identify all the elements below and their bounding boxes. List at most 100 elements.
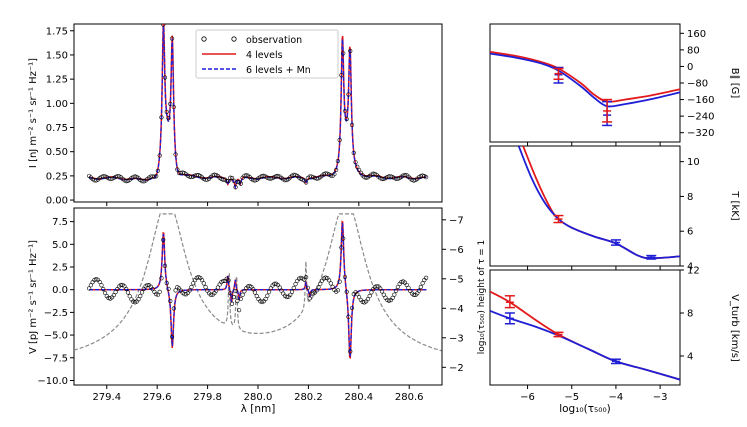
stokesv-observation-point xyxy=(189,284,194,290)
intensity-observation-point xyxy=(420,173,425,178)
intensity-observation-point xyxy=(164,109,169,115)
right-ytick-label: −4 xyxy=(449,304,464,315)
stokesv-observation-point xyxy=(157,289,162,294)
intensity-observation-point xyxy=(402,172,408,178)
right-ytick-label: −7 xyxy=(449,215,464,226)
stokesv-observation-point xyxy=(161,237,166,243)
stokesv-observation-point xyxy=(369,290,374,295)
stokesv-observation-point xyxy=(411,292,416,297)
intensity-observation-point xyxy=(334,167,339,173)
stokesv-observation-point xyxy=(166,286,171,292)
stokesv-observation-point xyxy=(346,314,351,319)
intensity-observation-point xyxy=(132,174,138,179)
intensity-observation-point xyxy=(203,177,208,182)
stokesv-observation-point xyxy=(341,236,346,241)
stokesv-observation-point xyxy=(88,283,93,288)
ytick-label: 7.5 xyxy=(52,217,68,228)
profile-4-levels-line xyxy=(490,51,680,103)
intensity-observation-point xyxy=(168,101,173,106)
stokesv-observation-point xyxy=(169,334,175,339)
stokesv-observation-point xyxy=(118,282,123,288)
intensity-observation-point xyxy=(351,150,356,156)
intensity-observation-point xyxy=(349,122,355,128)
ytick-label: 0 xyxy=(687,62,693,73)
stokesv-observation-point xyxy=(199,278,205,283)
stokesv-observation-point xyxy=(127,294,132,299)
legend-observation-marker xyxy=(201,36,207,42)
intensity-observation-point xyxy=(171,104,176,110)
ytick-label: 4 xyxy=(687,262,693,273)
stokesv-observation-point xyxy=(367,293,372,299)
stokesv-observation-point xyxy=(277,285,282,290)
stokesv-observation-point xyxy=(124,286,129,292)
stokesv-observation-point xyxy=(139,290,145,295)
legend: observation 4 levels 6 levels + Mn xyxy=(195,29,339,79)
stokesv-observation-point xyxy=(316,285,321,290)
stokesv-observation-point xyxy=(162,263,168,268)
ytick-label: −10.0 xyxy=(37,376,68,387)
stokesv-observation-point xyxy=(97,279,102,285)
xtick-label: −6 xyxy=(520,392,535,403)
intensity-observation-point xyxy=(341,51,346,56)
ytick-label: 1.75 xyxy=(46,26,68,37)
panel-temperature-frame xyxy=(489,145,681,267)
stokesv-observation-point xyxy=(173,288,178,293)
right-ytick-label: −5 xyxy=(449,274,464,285)
stokesv-observation-point xyxy=(305,285,311,290)
intensity-observation-point xyxy=(212,172,217,177)
stokesv-observation-point xyxy=(154,292,159,297)
stokesv-observation-point xyxy=(214,288,219,293)
xtick-label: 279.6 xyxy=(143,392,172,403)
stokesv-observation-point xyxy=(113,290,118,295)
stokesv-observation-point xyxy=(424,275,429,280)
intensity-observation-point xyxy=(159,115,164,120)
ytick-label: −7.5 xyxy=(44,353,68,364)
intensity-observation-point xyxy=(337,137,342,143)
stokesv-observation-point xyxy=(182,292,187,297)
ytick-label: −2.5 xyxy=(44,308,68,319)
intensity-observation-point xyxy=(161,24,166,27)
intensity-observation-point xyxy=(180,170,185,175)
stokesv-observation-point xyxy=(203,285,208,290)
stokesv-observation-point xyxy=(155,292,161,297)
intensity-observation-point xyxy=(353,160,358,165)
stokesv-observation-point xyxy=(226,278,231,283)
intensity-observation-point xyxy=(364,175,369,180)
ytick-label: −320 xyxy=(687,128,714,139)
stokesv-observation-point xyxy=(289,289,295,294)
profile-6-levels-line xyxy=(517,146,680,260)
intensity-observation-point xyxy=(275,173,281,179)
ytick-label: 12 xyxy=(687,266,700,277)
stokesv-observation-point xyxy=(418,284,423,290)
stokesv-observation-point xyxy=(145,282,150,288)
intensity-observation-point xyxy=(304,180,309,185)
intensity-observation-point xyxy=(342,108,348,114)
legend-4-levels-label: 4 levels xyxy=(246,50,283,61)
stokesv-observation-point xyxy=(265,293,270,298)
xtick-label: 279.8 xyxy=(193,392,222,403)
intensity-observation-point xyxy=(335,158,341,164)
intensity-observation-point xyxy=(371,171,376,176)
intensity-observation-point xyxy=(226,178,231,184)
stokesv-observation-point xyxy=(395,284,400,290)
stokesv-observation-point xyxy=(99,283,104,288)
stokesv-observation-point xyxy=(314,288,319,293)
turbulence-ylabel: V_turb [km/s] xyxy=(729,294,740,362)
stokesv-observation-point xyxy=(231,294,236,300)
stokesv-observation-point xyxy=(240,292,245,297)
stokesv-observation-point xyxy=(416,288,422,293)
stokesv-observation-point xyxy=(330,284,335,289)
ytick-label: −5.0 xyxy=(44,331,68,342)
stokesv-observation-point xyxy=(339,245,344,250)
right-ytick-label: −2 xyxy=(449,363,464,374)
intensity-observation-point xyxy=(228,175,233,180)
stokesv-observation-point xyxy=(191,281,196,286)
intensity-observation-point xyxy=(268,176,273,181)
intensity-observation-point xyxy=(328,173,333,178)
xtick-label: −5 xyxy=(564,392,579,403)
stokesv-observation-point xyxy=(208,292,213,297)
intensity-observation-point xyxy=(152,174,157,179)
intensity-observation-point xyxy=(155,168,161,173)
intensity-observation-point xyxy=(173,152,178,157)
temperature-ylabel: T [kK] xyxy=(729,190,740,221)
